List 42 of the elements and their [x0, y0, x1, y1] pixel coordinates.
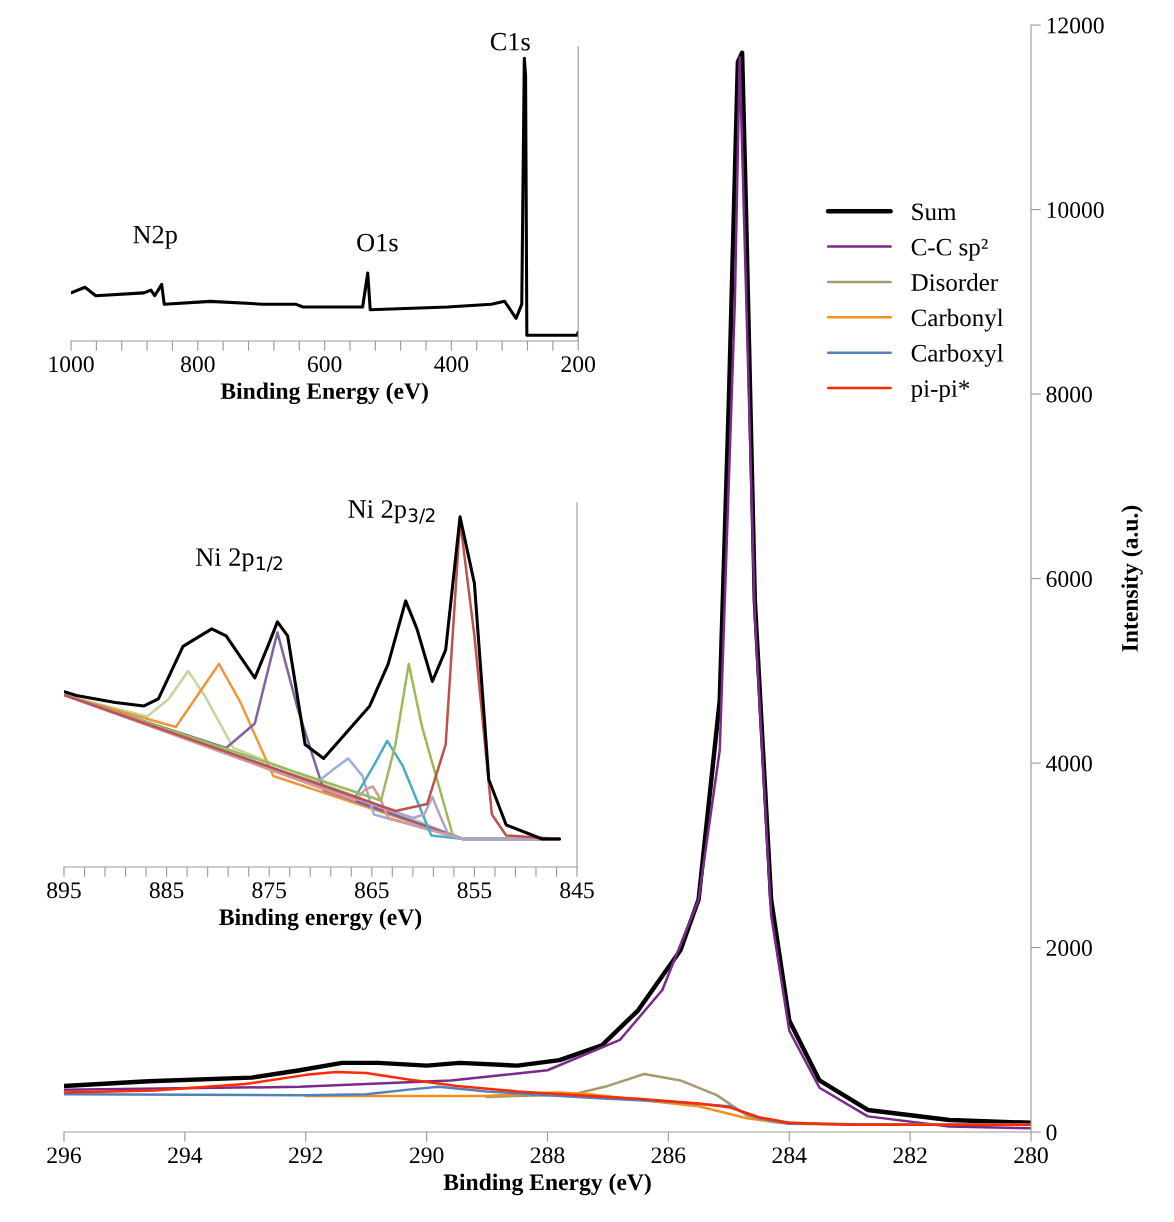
x-tick-label: 288 [530, 1147, 565, 1164]
y-tick-label: 4000 [1046, 755, 1092, 772]
x-axis-title: Binding Energy (eV) [220, 382, 428, 405]
y-tick-label: 0 [1046, 1124, 1057, 1141]
x-tick-label: 296 [47, 1147, 81, 1164]
x-tick-label: 290 [409, 1147, 444, 1164]
x-tick-label: 294 [168, 1147, 203, 1164]
x-axis-title: Binding Energy (eV) [443, 1173, 651, 1196]
legend-label: Sum [912, 203, 957, 221]
x-tick-label: 800 [181, 356, 215, 373]
y-axis-title: Intensity (a.u.) [1121, 505, 1143, 652]
x-tick-label: 875 [252, 882, 286, 899]
x-tick-label: 286 [651, 1147, 686, 1164]
legend-label: Carboxyl [911, 344, 1004, 367]
annotation: Ni 2p$_{1/2}$ [195, 548, 283, 572]
y-tick-label: 6000 [1046, 571, 1092, 587]
legend-label: pi-pi* [911, 380, 970, 403]
legend-label: Disorder [911, 273, 998, 291]
y-tick-label: 12000 [1047, 17, 1104, 34]
x-tick-label: 284 [772, 1147, 807, 1164]
y-tick-label: 10000 [1047, 202, 1104, 218]
x-tick-label: 855 [457, 882, 492, 899]
x-tick-label: 292 [289, 1147, 323, 1164]
annotation: C1s [490, 32, 530, 51]
annotation: O1s [357, 233, 398, 252]
y-tick-label: 2000 [1046, 940, 1092, 956]
legend-label: C-C sp² [911, 238, 988, 261]
x-tick-label: 865 [355, 882, 389, 899]
x-tick-label: 282 [893, 1147, 927, 1164]
x-tick-label: 200 [561, 356, 595, 373]
y-tick-label: 8000 [1046, 386, 1092, 403]
x-tick-label: 600 [307, 356, 342, 373]
x-tick-label: 1000 [49, 356, 94, 373]
x-tick-label: 895 [47, 882, 81, 899]
annotation: Ni 2p$_{3/2}$ [348, 500, 435, 524]
x-tick-label: 280 [1014, 1147, 1048, 1164]
x-axis-title: Binding energy (eV) [219, 908, 422, 931]
annotation: N2p [133, 225, 177, 249]
x-tick-label: 845 [560, 882, 594, 899]
x-tick-label: 885 [149, 882, 184, 899]
x-tick-label: 400 [434, 356, 469, 373]
legend-label: Carbonyl [911, 308, 1004, 332]
